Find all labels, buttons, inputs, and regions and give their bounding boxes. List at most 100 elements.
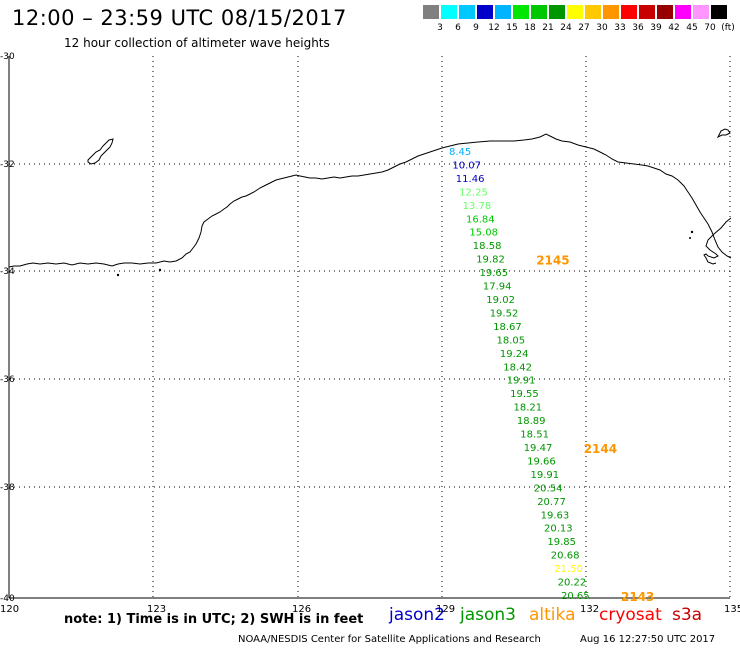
- latitude-tick-label: -40: [0, 594, 15, 604]
- color-scale-label: 45: [686, 23, 698, 33]
- satellite-name: cryosat: [599, 605, 662, 625]
- wave-height-value: 19.66: [527, 457, 556, 468]
- wave-height-value: 19.85: [547, 537, 576, 548]
- wave-height-value: 8.45: [449, 147, 471, 158]
- satellite-name: jason2: [389, 605, 445, 625]
- color-swatch: [513, 5, 529, 19]
- pass-time-label: 2144: [584, 442, 617, 456]
- wave-height-value: 19.55: [510, 389, 539, 400]
- color-scale-label: (ft): [721, 23, 735, 33]
- color-scale-label: 27: [578, 23, 590, 33]
- wave-height-value: 19.82: [476, 255, 505, 266]
- wave-height-value: 19.52: [490, 309, 519, 320]
- longitude-tick-label: 135: [724, 604, 740, 615]
- color-swatch: [423, 5, 439, 19]
- wave-height-value: 20.22: [558, 578, 587, 589]
- color-swatch: [711, 5, 727, 19]
- color-swatch: [441, 5, 457, 19]
- longitude-tick-label: 129: [436, 604, 455, 615]
- color-swatch: [495, 5, 511, 19]
- wave-height-value: 18.51: [520, 430, 549, 441]
- color-swatch: [675, 5, 691, 19]
- color-scale-label: 39: [650, 23, 662, 33]
- color-swatch: [657, 5, 673, 19]
- satellite-name: altika: [529, 605, 576, 625]
- altimeter-track: 8.45 10.07 11.46 12.25 13.78 16.84 15.08 18.58 1…: [449, 147, 654, 604]
- color-scale-label: 6: [455, 23, 461, 33]
- wave-height-value: 19.91: [507, 376, 536, 387]
- satellite-name: s3a: [672, 605, 703, 625]
- latitude-tick-label: -36: [0, 375, 15, 385]
- color-swatch: [585, 5, 601, 19]
- wave-height-value: 20.13: [544, 524, 573, 535]
- wave-height-value: 13.78: [463, 201, 492, 212]
- color-scale-label: 18: [524, 23, 536, 33]
- pass-time-label: 2143: [621, 590, 654, 604]
- latitude-tick-label: -32: [0, 160, 15, 170]
- color-swatch: [693, 5, 709, 19]
- wave-height-value: 18.67: [493, 322, 522, 333]
- satellite-name: jason3: [460, 605, 516, 625]
- map-subtitle: 12 hour collection of altimeter wave hei…: [64, 36, 330, 50]
- color-scale-label: 15: [506, 23, 518, 33]
- wave-height-value: 18.58: [473, 241, 502, 252]
- longitude-tick-label: 132: [580, 604, 599, 615]
- peninsula-coastline: [703, 217, 732, 265]
- color-swatch: [531, 5, 547, 19]
- recherche-island: [87, 138, 114, 165]
- wave-height-value: 18.42: [503, 362, 532, 373]
- wave-height-value: 19.24: [500, 349, 529, 360]
- color-swatch: [603, 5, 619, 19]
- wave-height-value: 18.89: [517, 416, 546, 427]
- latitude-tick-label: -38: [0, 483, 15, 493]
- wave-height-value: 19.65: [480, 268, 509, 279]
- color-scale-label: 21: [542, 23, 554, 33]
- wave-height-value: 20.77: [537, 497, 566, 508]
- wave-height-value: 21.50: [554, 564, 583, 575]
- wave-height-value: 16.84: [466, 214, 495, 225]
- wave-height-value: 20.54: [534, 483, 563, 494]
- kangaroo-island: [716, 128, 731, 139]
- wave-height-value: 18.05: [497, 335, 526, 346]
- units-note: note: 1) Time is in UTC; 2) SWH is in fe…: [64, 612, 364, 627]
- color-scale-label: 36: [632, 23, 644, 33]
- color-swatch: [477, 5, 493, 19]
- latitude-tick-label: -34: [0, 267, 15, 277]
- wave-height-value: 20.65: [561, 591, 590, 602]
- color-scale-label: 24: [560, 23, 572, 33]
- wave-height-value: 17.94: [483, 282, 512, 293]
- color-swatch: [549, 5, 565, 19]
- footer-credit: NOAA/NESDIS Center for Satellite Applica…: [238, 634, 541, 645]
- wave-height-value: 12.25: [459, 187, 488, 198]
- axis-tick-labels: 120 123 126 129 132 135 -30 -32 -34 -36 -38 -40: [0, 52, 740, 615]
- footer-timestamp: Aug 16 12:27:50 UTC 2017: [580, 634, 716, 645]
- longitude-tick-label: 123: [147, 604, 166, 615]
- wave-height-value: 19.47: [524, 443, 553, 454]
- wave-height-value: 18.21: [514, 403, 543, 414]
- small-islets: [116, 230, 694, 277]
- color-scale-label: 30: [596, 23, 608, 33]
- color-swatch: [567, 5, 583, 19]
- map-title: 12:00 – 23:59 UTC 08/15/2017: [12, 6, 347, 30]
- latitude-tick-label: -30: [0, 52, 15, 62]
- wave-height-value: 19.91: [531, 470, 560, 481]
- color-scale-label: 12: [488, 23, 500, 33]
- wave-height-value: 10.07: [452, 161, 481, 172]
- wave-height-value: 11.46: [456, 174, 485, 185]
- pass-time-label: 2145: [536, 254, 569, 268]
- graticule: [9, 56, 731, 598]
- color-scale-label: 70: [704, 23, 716, 33]
- color-swatch: [621, 5, 637, 19]
- color-scale-label: 9: [473, 23, 479, 33]
- color-swatch: [639, 5, 655, 19]
- color-scale-label: 33: [614, 23, 626, 33]
- longitude-tick-label: 126: [292, 604, 311, 615]
- wave-height-value: 19.63: [541, 510, 570, 521]
- color-scale-label: 3: [437, 23, 443, 33]
- color-swatch: [459, 5, 475, 19]
- longitude-tick-label: 120: [0, 604, 19, 615]
- color-scale-label: 42: [668, 23, 680, 33]
- coastline: [8, 133, 732, 268]
- wave-height-value: 15.08: [469, 228, 498, 239]
